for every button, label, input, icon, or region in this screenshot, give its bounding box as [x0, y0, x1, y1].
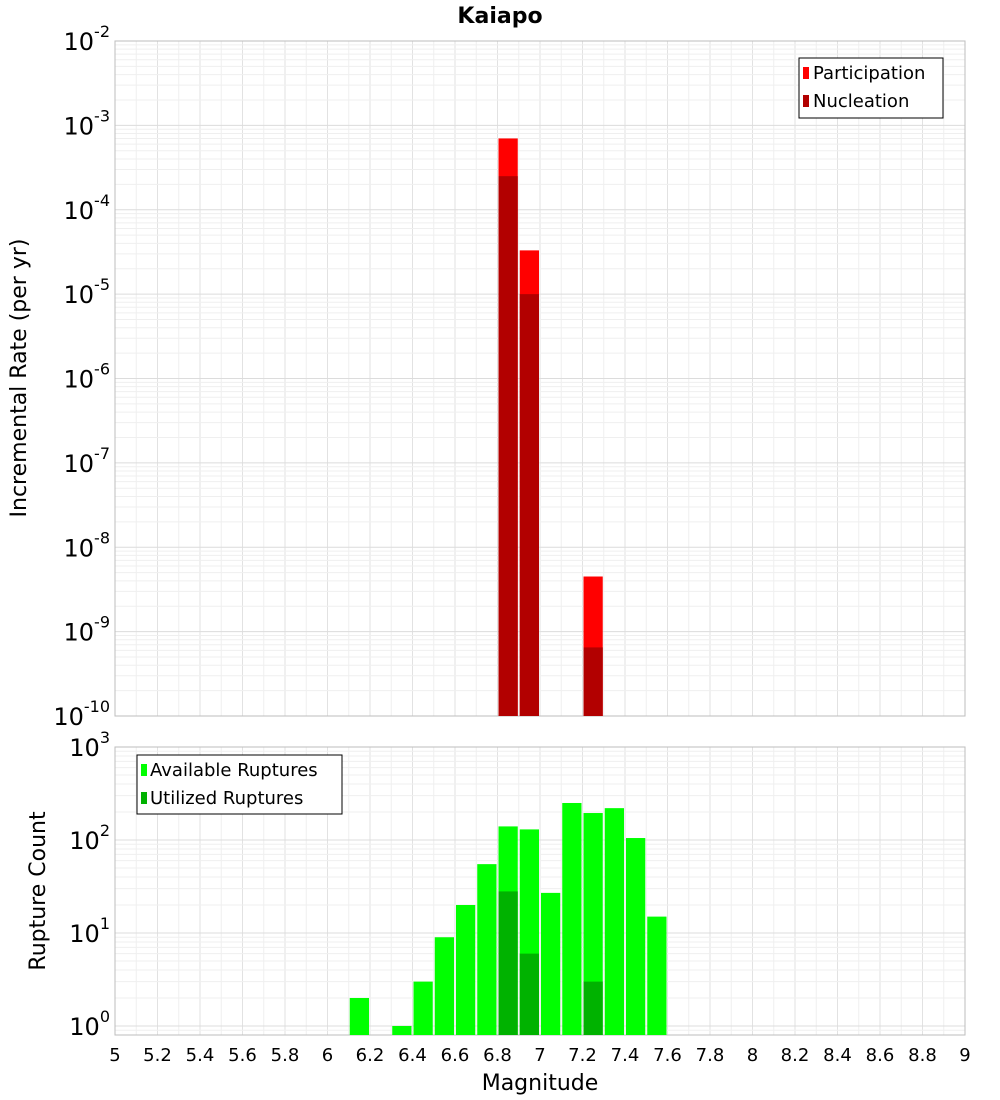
y-tick-label: 10-8 [64, 528, 111, 562]
bar-available-ruptures [583, 813, 603, 1035]
y-tick-label: 101 [69, 914, 110, 948]
bar-available-ruptures [413, 981, 433, 1035]
x-tick-label: 7.2 [568, 1045, 597, 1066]
y-tick-label: 100 [69, 1007, 110, 1041]
legend-swatch-utilized [141, 792, 147, 804]
x-tick-labels: 5 5.2 5.4 5.6 5.8 6 6.2 6.4 6.6 6.8 7 7.2 7.4 7.6 7.8 8… [109, 1045, 970, 1066]
bar-available-ruptures [477, 864, 497, 1035]
bar-available-ruptures [562, 802, 582, 1035]
x-tick-label: 8.8 [908, 1045, 937, 1066]
bar-available-ruptures [647, 916, 667, 1035]
x-tick-label: 6.8 [483, 1045, 512, 1066]
top-legend: Participation Nucleation [798, 57, 944, 119]
bottom-bars [349, 802, 667, 1035]
y-tick-label: 10-2 [64, 22, 111, 56]
bar-available-ruptures [456, 904, 476, 1035]
x-tick-label: 6.6 [441, 1045, 470, 1066]
top-bars [498, 138, 603, 717]
top-panel: 10-2 10-3 10-4 10-5 10-6 10-7 10-8 10-9 10-10 In… [7, 22, 966, 731]
y-tick-label: 10-9 [64, 613, 111, 647]
x-tick-label: 5.4 [186, 1045, 215, 1066]
legend-swatch-available [141, 764, 147, 776]
y-tick-label: 103 [69, 728, 110, 762]
x-tick-label: 6 [322, 1045, 333, 1066]
x-tick-label: 8.4 [823, 1045, 852, 1066]
bar-available-ruptures [604, 808, 624, 1035]
y-tick-label: 10-4 [64, 191, 111, 225]
bar-nucleation [583, 647, 603, 716]
bar-utilized-ruptures [519, 953, 539, 1035]
chart-title: Kaiapo [457, 4, 542, 29]
bar-available-ruptures [626, 838, 646, 1035]
x-tick-label: 8 [747, 1045, 758, 1066]
bottom-y-axis-label: Rupture Count [26, 811, 51, 971]
bottom-legend-box [136, 754, 343, 815]
top-y-axis-label: Incremental Rate (per yr) [7, 239, 32, 518]
bottom-gridlines [114, 746, 966, 1036]
x-tick-label: 8.6 [866, 1045, 895, 1066]
bottom-plot-frame [114, 746, 966, 1036]
y-tick-label: 10-6 [64, 360, 111, 394]
legend-label-nucleation: Nucleation [813, 91, 909, 112]
x-axis-label: Magnitude [482, 1071, 599, 1096]
y-tick-label: 10-5 [64, 275, 111, 309]
legend-label-available: Available Ruptures [150, 760, 318, 781]
legend-swatch-participation [803, 67, 809, 79]
x-tick-label: 5.6 [228, 1045, 257, 1066]
x-tick-label: 7.4 [611, 1045, 640, 1066]
bar-available-ruptures [434, 937, 454, 1035]
bottom-panel: 103 102 101 100 5 5.2 5.4 5.6 5.8 6 6.2 6.4 6.6 6.8 7… [26, 728, 971, 1096]
bar-nucleation [498, 176, 518, 716]
y-tick-label: 10-3 [64, 106, 111, 140]
top-legend-box [798, 57, 944, 119]
x-tick-label: 6.2 [356, 1045, 385, 1066]
legend-label-utilized: Utilized Ruptures [150, 788, 303, 809]
x-tick-label: 8.2 [781, 1045, 810, 1066]
bar-utilized-ruptures [583, 981, 603, 1035]
x-tick-label: 7.8 [696, 1045, 725, 1066]
bar-available-ruptures [541, 892, 561, 1035]
bar-utilized-ruptures [498, 891, 518, 1035]
x-tick-label: 7 [534, 1045, 545, 1066]
x-tick-label: 6.4 [398, 1045, 427, 1066]
x-tick-label: 7.6 [653, 1045, 682, 1066]
y-tick-label: 10-7 [64, 444, 111, 478]
top-plot-frame [114, 40, 966, 717]
x-tick-label: 9 [959, 1045, 970, 1066]
bar-nucleation [519, 294, 539, 716]
top-gridlines [114, 40, 966, 717]
bottom-legend: Available Ruptures Utilized Ruptures [136, 754, 343, 815]
legend-swatch-nucleation [803, 95, 809, 107]
bottom-y-tick-labels: 103 102 101 100 [69, 728, 110, 1041]
top-y-tick-labels: 10-2 10-3 10-4 10-5 10-6 10-7 10-8 10-9 10-10 [53, 22, 110, 731]
x-tick-label: 5.2 [143, 1045, 172, 1066]
bar-available-ruptures [392, 1025, 412, 1035]
y-tick-label: 10-10 [53, 697, 110, 731]
bar-available-ruptures [349, 997, 369, 1035]
x-tick-label: 5.8 [271, 1045, 300, 1066]
legend-label-participation: Participation [813, 63, 925, 84]
y-tick-label: 102 [69, 821, 110, 855]
x-tick-label: 5 [109, 1045, 120, 1066]
